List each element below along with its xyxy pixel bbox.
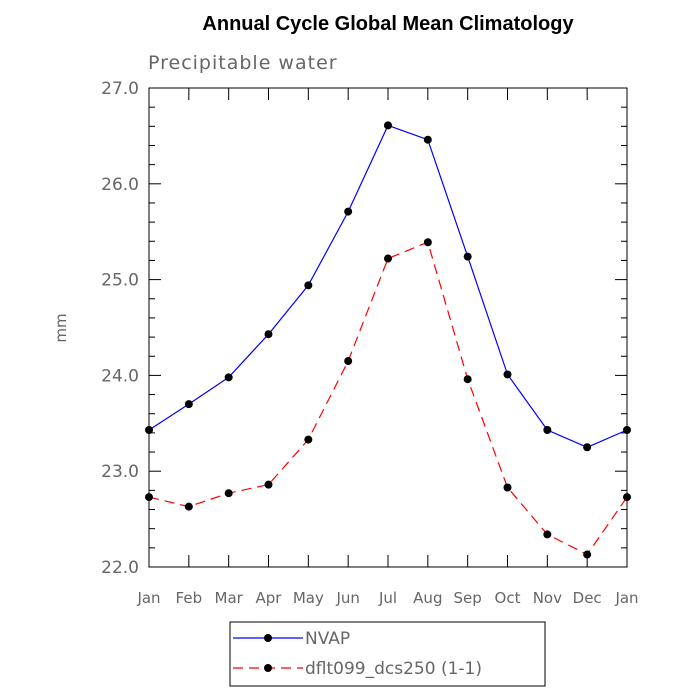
- x-tick-label: Mar: [215, 589, 244, 607]
- y-tick-label: 25.0: [101, 271, 139, 291]
- data-point: [503, 370, 512, 379]
- plot-frame: [148, 87, 628, 568]
- y-tick-label: 26.0: [101, 175, 139, 195]
- y-axis-label: mm: [52, 313, 70, 342]
- data-point: [623, 426, 631, 435]
- chart-title: Annual Cycle Global Mean Climatology: [202, 13, 574, 35]
- data-point: [543, 530, 552, 539]
- x-tick-label: Feb: [176, 589, 203, 607]
- data-point: [224, 489, 233, 498]
- data-point: [583, 443, 592, 452]
- legend-box: [229, 621, 546, 687]
- x-tick-label: Oct: [495, 589, 521, 607]
- data-point: [184, 400, 193, 409]
- data-point: [145, 493, 153, 502]
- data-point: [224, 373, 233, 382]
- y-tick-label: 22.0: [101, 558, 139, 578]
- data-point: [623, 493, 631, 502]
- x-tick-label: Dec: [573, 589, 602, 607]
- series-line: [148, 241, 628, 556]
- x-tick-label: Aug: [413, 589, 442, 607]
- data-point: [384, 254, 392, 263]
- data-point: [384, 121, 392, 130]
- legend-label: NVAP: [305, 629, 350, 649]
- data-point: [344, 357, 353, 366]
- legend-swatch-marker: [264, 664, 272, 672]
- x-tick-label: Jun: [335, 589, 359, 607]
- x-tick-label: Jan: [614, 589, 638, 607]
- data-point: [463, 252, 472, 261]
- y-tick-label: 24.0: [101, 366, 139, 386]
- x-tick-label: Sep: [454, 589, 482, 607]
- data-point: [264, 330, 273, 339]
- series-layer: [145, 121, 631, 559]
- legend: NVAP dflt099_dcs250 (1-1): [229, 621, 546, 687]
- data-point: [184, 502, 193, 511]
- y-tick-label: 27.0: [101, 79, 139, 99]
- x-tick-label: Nov: [533, 589, 562, 607]
- data-point: [344, 207, 353, 216]
- x-tick-label: Jan: [136, 589, 160, 607]
- data-point: [264, 480, 273, 489]
- series-2: [145, 238, 631, 559]
- x-tick-label: May: [293, 589, 324, 607]
- data-point: [503, 483, 512, 492]
- legend-label: dflt099_dcs250 (1-1): [305, 659, 482, 679]
- data-point: [423, 135, 432, 144]
- data-point: [304, 281, 313, 290]
- series-line: [148, 124, 628, 448]
- y-tick-label: 23.0: [101, 462, 139, 482]
- chart-subtitle: Precipitable water: [148, 52, 338, 74]
- axes: 22.0 23.0 24.0 25.0 26.0 27.0 Jan Feb Mar Apr May J…: [101, 79, 638, 607]
- x-tick-label: Jul: [378, 589, 397, 607]
- data-point: [145, 426, 153, 435]
- data-point: [583, 550, 592, 559]
- data-point: [543, 426, 552, 435]
- data-point: [463, 375, 472, 384]
- data-point: [423, 238, 432, 247]
- x-tick-label: Apr: [256, 589, 283, 607]
- legend-swatch-marker: [264, 634, 272, 642]
- series-1: [145, 121, 631, 452]
- data-point: [304, 435, 313, 444]
